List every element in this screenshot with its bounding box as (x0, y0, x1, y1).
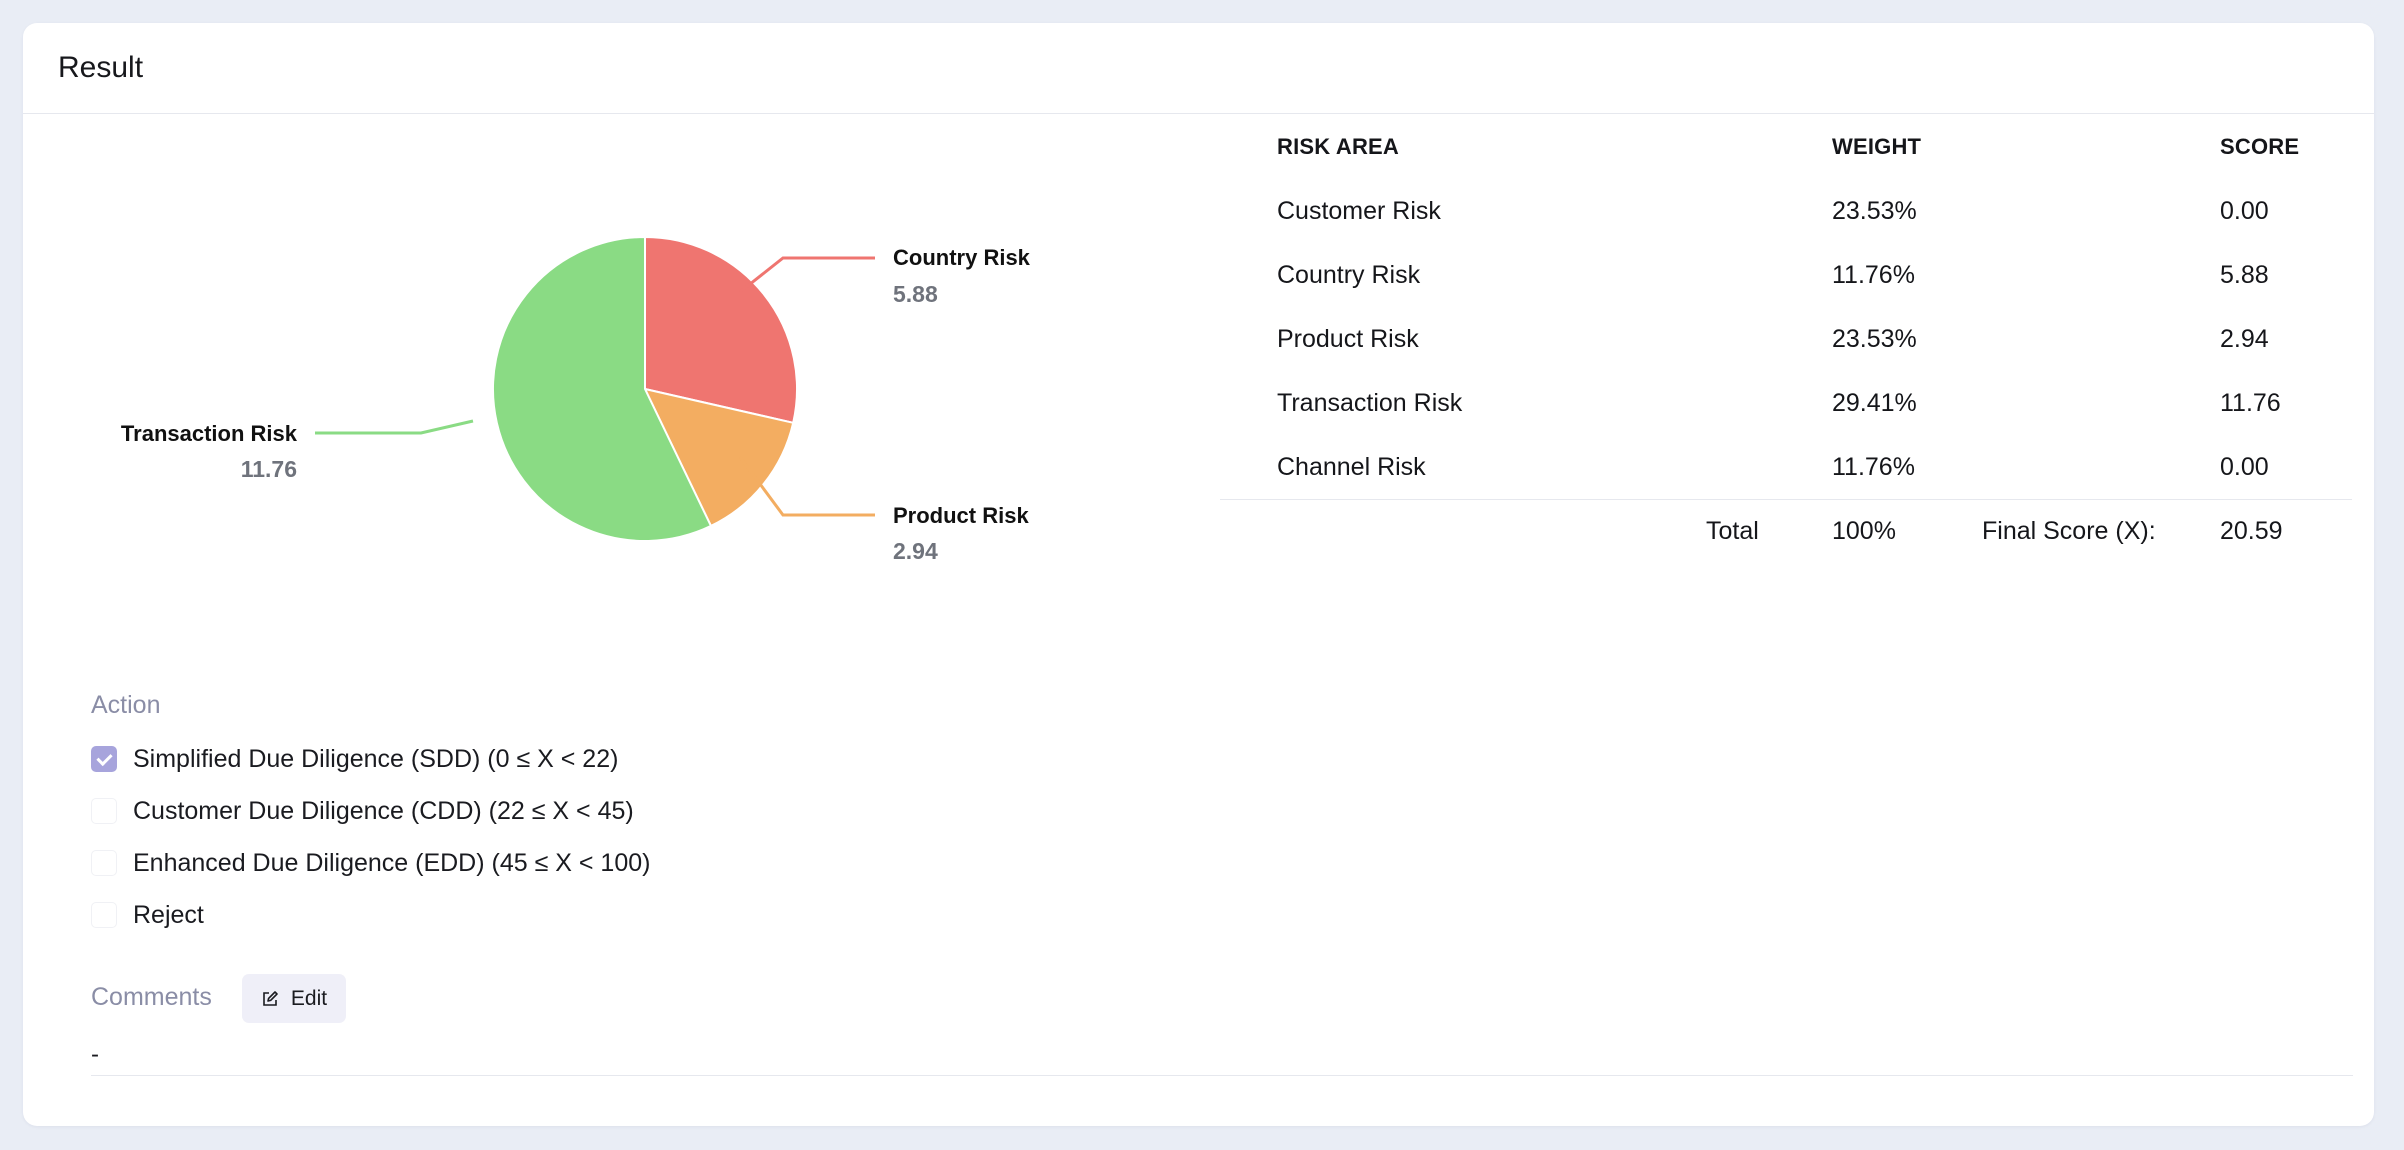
table-row: Customer Risk 23.53% 0.00 (1220, 179, 2352, 243)
card-title: Result (58, 51, 144, 84)
pie-slice-transaction (492, 235, 713, 542)
table-row: Product Risk 23.53% 2.94 (1220, 307, 2352, 371)
action-options: Simplified Due Diligence (SDD) (0 ≤ X < … (91, 733, 650, 941)
table-row: Country Risk 11.76% 5.88 (1220, 243, 2352, 307)
action-option[interactable]: Customer Due Diligence (CDD) (22 ≤ X < 4… (91, 785, 650, 837)
total-weight: 100% (1832, 516, 1896, 545)
action-option[interactable]: Simplified Due Diligence (SDD) (0 ≤ X < … (91, 733, 650, 785)
pie-label-product: Product Risk (893, 503, 1029, 528)
cell-weight: 23.53% (1832, 324, 1917, 353)
edit-comments-button[interactable]: Edit (242, 974, 346, 1023)
final-score-value: 20.59 (2220, 516, 2283, 545)
action-checkbox[interactable] (91, 746, 117, 772)
action-checkbox[interactable] (91, 850, 117, 876)
action-checkbox[interactable] (91, 798, 117, 824)
pie-label-country: Country Risk (893, 245, 1031, 270)
table-header-row: RISK AREA WEIGHT SCORE (1220, 115, 2352, 179)
cell-risk-area: Channel Risk (1277, 452, 1426, 481)
action-option-label: Simplified Due Diligence (SDD) (0 ≤ X < … (133, 744, 619, 773)
pie-label-transaction: Transaction Risk (121, 421, 298, 446)
action-option-label: Customer Due Diligence (CDD) (22 ≤ X < 4… (133, 796, 634, 825)
leader-line-product (738, 456, 875, 517)
table-row: Transaction Risk 29.41% 11.76 (1220, 371, 2352, 435)
action-option[interactable]: Reject (91, 889, 650, 941)
cell-score: 0.00 (2220, 452, 2269, 481)
total-label: Total (1706, 516, 1759, 545)
pie-slice-product (643, 387, 795, 528)
result-card: Result Country Risk 5.88 Product Risk 2.… (23, 23, 2374, 1126)
cell-weight: 23.53% (1832, 196, 1917, 225)
cell-risk-area: Transaction Risk (1277, 388, 1463, 417)
cell-score: 5.88 (2220, 260, 2269, 289)
cell-risk-area: Country Risk (1277, 260, 1421, 289)
leader-line-transaction (315, 419, 474, 435)
cell-weight: 11.76% (1832, 260, 1915, 289)
table-total-row: Total 100% Final Score (X): 20.59 (1220, 499, 2352, 562)
cell-score: 0.00 (2220, 196, 2269, 225)
comment-value: - (91, 1041, 99, 1068)
cell-risk-area: Customer Risk (1277, 196, 1441, 225)
action-label: Action (91, 691, 161, 719)
header-risk-area: RISK AREA (1277, 134, 1399, 159)
risk-pie-chart: Country Risk 5.88 Product Risk 2.94 Tran… (121, 235, 1031, 564)
action-option-label: Reject (133, 900, 204, 929)
header-weight: WEIGHT (1832, 134, 1922, 159)
pie-value-transaction: 11.76 (241, 456, 297, 482)
cell-score: 2.94 (2220, 324, 2269, 353)
cell-weight: 11.76% (1832, 452, 1915, 481)
cell-risk-area: Product Risk (1277, 324, 1419, 353)
final-score-label: Final Score (X): (1982, 516, 2156, 545)
edit-button-label: Edit (290, 986, 328, 1010)
comments-label: Comments (91, 983, 212, 1011)
table-row: Channel Risk 11.76% 0.00 (1220, 435, 2352, 499)
risk-table: RISK AREA WEIGHT SCORE Customer Risk 23.5… (1220, 115, 2352, 562)
pie-value-product: 2.94 (893, 538, 938, 564)
cell-score: 11.76 (2220, 388, 2281, 417)
comment-divider (91, 1075, 2353, 1076)
header-score: SCORE (2220, 134, 2300, 159)
card-header: Result (23, 23, 2374, 114)
action-checkbox[interactable] (91, 902, 117, 928)
leader-line-country (739, 256, 875, 294)
action-option[interactable]: Enhanced Due Diligence (EDD) (45 ≤ X < 1… (91, 837, 650, 889)
pie-slice-country (644, 235, 798, 425)
cell-weight: 29.41% (1832, 388, 1917, 417)
pie-value-country: 5.88 (893, 281, 938, 307)
action-option-label: Enhanced Due Diligence (EDD) (45 ≤ X < 1… (133, 848, 651, 877)
edit-icon (263, 990, 278, 1006)
